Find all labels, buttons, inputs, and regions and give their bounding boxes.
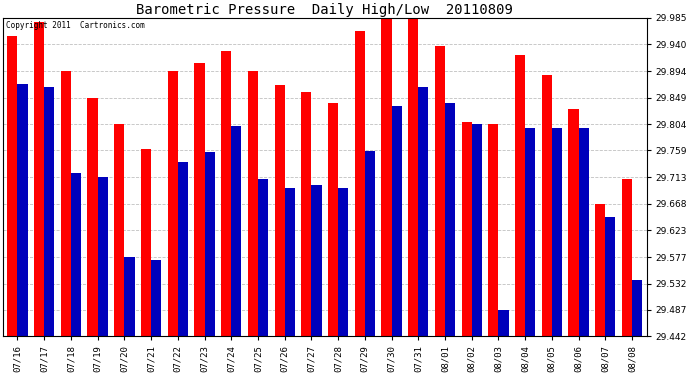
- Bar: [285, 188, 295, 336]
- Bar: [195, 63, 204, 336]
- Bar: [382, 16, 391, 336]
- Bar: [141, 149, 151, 336]
- Bar: [168, 71, 178, 336]
- Bar: [632, 280, 642, 336]
- Bar: [88, 98, 97, 336]
- Bar: [17, 84, 28, 336]
- Text: Copyright 2011  Cartronics.com: Copyright 2011 Cartronics.com: [6, 21, 145, 30]
- Title: Barometric Pressure  Daily High/Low  20110809: Barometric Pressure Daily High/Low 20110…: [137, 3, 513, 17]
- Bar: [569, 109, 578, 336]
- Bar: [204, 152, 215, 336]
- Bar: [231, 126, 241, 336]
- Bar: [472, 124, 482, 336]
- Bar: [435, 45, 445, 336]
- Bar: [498, 310, 509, 336]
- Bar: [124, 257, 135, 336]
- Bar: [44, 87, 55, 336]
- Bar: [552, 128, 562, 336]
- Bar: [302, 92, 311, 336]
- Bar: [151, 260, 161, 336]
- Bar: [605, 217, 615, 336]
- Bar: [328, 103, 338, 336]
- Bar: [221, 51, 231, 336]
- Bar: [248, 71, 258, 336]
- Bar: [338, 188, 348, 336]
- Bar: [525, 128, 535, 336]
- Bar: [114, 124, 124, 336]
- Bar: [275, 86, 285, 336]
- Bar: [418, 87, 428, 336]
- Bar: [408, 18, 418, 336]
- Bar: [178, 162, 188, 336]
- Bar: [578, 128, 589, 336]
- Bar: [622, 179, 632, 336]
- Bar: [445, 103, 455, 336]
- Bar: [365, 151, 375, 336]
- Bar: [355, 32, 365, 336]
- Bar: [391, 106, 402, 336]
- Bar: [542, 75, 552, 336]
- Bar: [462, 122, 472, 336]
- Bar: [489, 124, 498, 336]
- Bar: [515, 55, 525, 336]
- Bar: [61, 71, 71, 336]
- Bar: [595, 204, 605, 336]
- Bar: [34, 22, 44, 336]
- Bar: [71, 173, 81, 336]
- Bar: [97, 177, 108, 336]
- Bar: [8, 36, 17, 336]
- Bar: [311, 185, 322, 336]
- Bar: [258, 179, 268, 336]
